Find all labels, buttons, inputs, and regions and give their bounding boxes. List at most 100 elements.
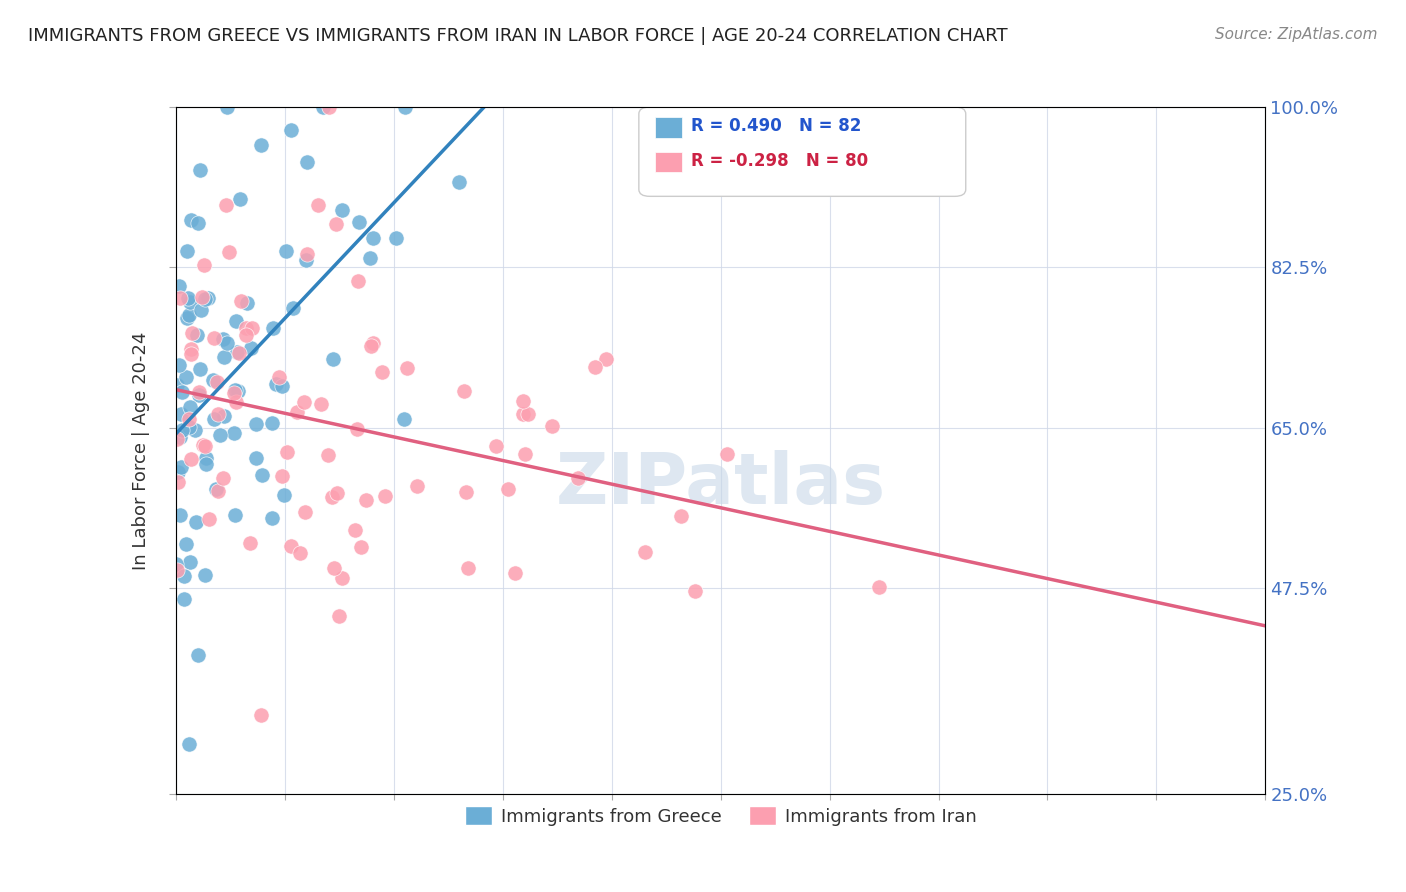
Immigrants from Iran [498, 482, 520, 496]
Bar [655, 152, 682, 172]
Immigrants from Greece [225, 345, 247, 359]
Immigrants from Iran [346, 422, 368, 436]
Immigrants from Greece [174, 537, 197, 551]
Immigrants from Greece [225, 313, 247, 327]
Immigrants from Greece [195, 450, 218, 465]
Immigrants from Greece [177, 291, 200, 305]
Immigrants from Greece [190, 302, 212, 317]
Immigrants from Iran [269, 369, 291, 384]
Y-axis label: In Labor Force | Age 20-24: In Labor Force | Age 20-24 [132, 331, 150, 570]
Immigrants from Greece [262, 511, 284, 525]
Text: R = 0.490   N = 82: R = 0.490 N = 82 [692, 117, 862, 136]
Immigrants from Greece [188, 362, 211, 376]
Immigrants from Iran [211, 471, 233, 485]
Immigrants from Iran [235, 328, 257, 343]
Immigrants from Iran [360, 339, 382, 353]
Immigrants from Greece [179, 401, 201, 415]
Immigrants from Iran [716, 447, 738, 461]
Immigrants from Iran [513, 448, 536, 462]
Immigrants from Iran [187, 385, 209, 400]
Immigrants from Greece [177, 737, 200, 751]
Immigrants from Greece [240, 341, 263, 355]
Immigrants from Iran [181, 326, 204, 341]
Immigrants from Iran [318, 100, 340, 114]
Immigrants from Iran [179, 412, 201, 426]
Immigrants from Greece [180, 212, 202, 227]
Immigrants from Greece [224, 426, 246, 441]
Immigrants from Iran [540, 418, 562, 433]
Immigrants from Iran [215, 198, 238, 212]
Immigrants from Iran [288, 546, 311, 560]
Immigrants from Iran [235, 321, 257, 335]
Immigrants from Iran [671, 509, 693, 524]
Immigrants from Iran [205, 375, 228, 389]
Immigrants from Iran [218, 244, 240, 259]
Immigrants from Greece [245, 417, 267, 431]
Immigrants from Greece [204, 482, 226, 496]
Immigrants from Greece [167, 279, 190, 293]
Immigrants from Iran [292, 394, 315, 409]
Immigrants from Greece [280, 123, 302, 137]
Immigrants from Greece [394, 100, 416, 114]
Immigrants from Greece [297, 154, 319, 169]
Immigrants from Greece [332, 203, 354, 218]
Immigrants from Greece [214, 409, 236, 423]
Immigrants from Greece [385, 230, 408, 244]
Immigrants from Greece [179, 555, 201, 569]
Immigrants from Iran [456, 485, 478, 500]
Immigrants from Iran [311, 397, 333, 411]
Immigrants from Greece [322, 351, 344, 366]
Immigrants from Iran [228, 346, 250, 360]
Immigrants from Iran [231, 293, 253, 308]
Immigrants from Greece [176, 244, 198, 258]
Immigrants from Greece [176, 311, 198, 326]
Immigrants from Iran [485, 439, 508, 453]
Immigrants from Iran [323, 561, 346, 575]
Immigrants from Iran [634, 545, 657, 559]
Immigrants from Greece [202, 412, 225, 426]
Immigrants from Greece [273, 488, 295, 502]
Immigrants from Iran [207, 483, 229, 498]
Immigrants from Iran [207, 407, 229, 421]
Immigrants from Iran [453, 384, 475, 398]
Immigrants from Iran [683, 584, 706, 599]
Immigrants from Iran [585, 359, 607, 374]
Immigrants from Greece [359, 252, 381, 266]
Immigrants from Greece [245, 450, 267, 465]
Immigrants from Iran [280, 539, 302, 553]
Immigrants from Iran [316, 449, 339, 463]
Immigrants from Iran [374, 489, 396, 503]
Immigrants from Iran [595, 351, 617, 366]
Immigrants from Iran [222, 386, 245, 401]
Immigrants from Greece [184, 424, 207, 438]
Immigrants from Iran [240, 321, 263, 335]
Immigrants from Greece [194, 457, 217, 471]
Immigrants from Iran [512, 407, 534, 421]
Immigrants from Greece [236, 296, 259, 310]
Immigrants from Greece [170, 407, 193, 421]
Immigrants from Iran [330, 571, 353, 585]
Immigrants from Greece [276, 244, 298, 258]
Immigrants from Iran [505, 566, 527, 580]
Immigrants from Iran [191, 438, 214, 452]
Immigrants from Iran [321, 491, 343, 505]
Immigrants from Greece [170, 423, 193, 437]
Immigrants from Greece [169, 430, 191, 444]
Immigrants from Greece [217, 335, 239, 350]
Immigrants from Iran [191, 290, 214, 304]
Immigrants from Greece [212, 332, 235, 346]
Immigrants from Greece [392, 412, 415, 426]
Immigrants from Iran [285, 405, 308, 419]
Immigrants from Greece [169, 508, 191, 522]
Immigrants from Iran [328, 609, 350, 624]
Immigrants from Greece [212, 351, 235, 365]
Immigrants from Greece [294, 253, 316, 268]
Immigrants from Iran [347, 274, 370, 288]
Text: IMMIGRANTS FROM GREECE VS IMMIGRANTS FROM IRAN IN LABOR FORCE | AGE 20-24 CORREL: IMMIGRANTS FROM GREECE VS IMMIGRANTS FRO… [28, 27, 1008, 45]
Immigrants from Iran [344, 524, 367, 538]
Immigrants from Greece [197, 291, 219, 305]
Immigrants from Iran [276, 445, 298, 459]
Immigrants from Iran [225, 394, 247, 409]
Immigrants from Greece [186, 328, 208, 343]
Immigrants from Iran [198, 512, 221, 526]
